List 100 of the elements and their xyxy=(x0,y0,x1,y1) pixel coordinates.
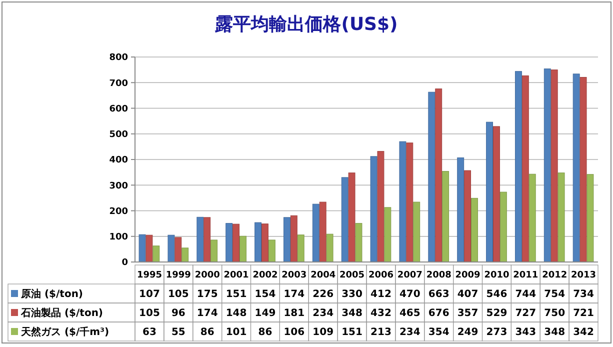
x-tick-label: 2002 xyxy=(252,270,278,281)
bar xyxy=(406,142,414,262)
data-label: 348 xyxy=(544,327,566,338)
x-tick-label: 2011 xyxy=(513,270,538,281)
bar xyxy=(341,177,348,262)
data-label: 249 xyxy=(457,327,478,338)
y-tick-label: 600 xyxy=(109,104,128,114)
bar xyxy=(232,224,240,262)
data-label: 109 xyxy=(312,327,334,338)
bar xyxy=(580,76,587,262)
data-label: 234 xyxy=(399,327,420,338)
bar xyxy=(297,234,304,262)
bar xyxy=(370,156,378,262)
data-label: 154 xyxy=(254,289,276,300)
data-label: 106 xyxy=(284,327,305,338)
bar xyxy=(572,74,580,262)
bar xyxy=(168,234,175,262)
data-label: 676 xyxy=(428,308,450,319)
data-label: 432 xyxy=(370,308,392,319)
x-tick-label: 2007 xyxy=(397,270,422,281)
data-label: 529 xyxy=(486,308,508,319)
bar xyxy=(486,122,493,262)
bar xyxy=(348,172,356,262)
bar xyxy=(413,202,420,262)
data-label: 174 xyxy=(196,308,218,319)
bar xyxy=(522,75,529,262)
bar xyxy=(226,223,233,262)
x-tick-label: 2001 xyxy=(224,270,249,281)
data-label: 412 xyxy=(370,289,392,300)
data-label: 343 xyxy=(515,327,536,338)
bar xyxy=(355,223,362,262)
bar xyxy=(146,234,153,262)
data-label: 105 xyxy=(168,289,189,300)
bar xyxy=(283,217,290,262)
bar xyxy=(138,234,146,262)
bar xyxy=(586,174,594,262)
data-label: 86 xyxy=(258,327,272,338)
data-label: 181 xyxy=(284,308,305,319)
y-tick-label: 100 xyxy=(109,232,128,243)
data-label: 721 xyxy=(573,308,594,319)
x-tick-label: 1995 xyxy=(136,270,162,281)
data-label: 55 xyxy=(171,327,186,338)
bar xyxy=(210,240,218,262)
data-label: 151 xyxy=(226,289,247,300)
bar xyxy=(377,151,384,262)
data-label: 342 xyxy=(573,327,594,338)
y-tick-label: 700 xyxy=(109,78,128,89)
data-label: 546 xyxy=(486,289,508,300)
data-label: 348 xyxy=(342,308,363,319)
data-label: 407 xyxy=(457,289,478,300)
data-label: 151 xyxy=(342,327,363,338)
data-label: 663 xyxy=(428,289,450,300)
bar xyxy=(464,170,472,262)
bar xyxy=(319,202,326,262)
data-label: 101 xyxy=(226,327,247,338)
chart-title: 露平均輸出価格(US$) xyxy=(214,14,398,35)
data-label: 174 xyxy=(284,289,305,300)
x-tick-label: 2006 xyxy=(368,270,394,281)
data-label: 354 xyxy=(428,327,450,338)
x-tick-label: 2009 xyxy=(455,270,480,281)
bar xyxy=(428,92,436,262)
data-label: 754 xyxy=(544,289,566,300)
bar xyxy=(261,224,268,262)
data-label: 465 xyxy=(399,308,420,319)
bar xyxy=(558,172,565,262)
data-label: 213 xyxy=(370,327,392,338)
x-tick-label: 2013 xyxy=(571,270,596,281)
bar xyxy=(492,126,500,262)
data-label: 470 xyxy=(399,289,420,300)
bar xyxy=(326,234,334,262)
bar xyxy=(399,141,406,262)
bar xyxy=(182,248,189,262)
data-label: 734 xyxy=(573,289,594,300)
bar xyxy=(240,236,246,262)
bar xyxy=(196,216,204,262)
y-tick-label: 500 xyxy=(109,130,128,140)
legend-label: 石油製品 ($/ton) xyxy=(20,307,104,319)
x-tick-label: 2010 xyxy=(484,270,510,281)
bar xyxy=(457,157,464,262)
data-label: 357 xyxy=(457,308,478,319)
x-tick-label: 2008 xyxy=(426,270,452,281)
data-label: 744 xyxy=(515,289,536,300)
y-tick-label: 200 xyxy=(109,206,128,217)
bar xyxy=(435,88,442,262)
bar xyxy=(268,240,276,262)
data-label: 273 xyxy=(486,327,508,338)
x-tick-label: 2005 xyxy=(340,270,365,281)
bar xyxy=(384,207,392,262)
y-tick-label: 800 xyxy=(109,53,128,64)
x-tick-label: 2004 xyxy=(310,270,336,281)
bar xyxy=(500,192,507,262)
x-tick-label: 2012 xyxy=(542,270,568,281)
bar xyxy=(471,198,478,262)
bar xyxy=(204,217,211,262)
y-tick-label: 0 xyxy=(122,258,128,268)
bar xyxy=(442,171,450,262)
data-label: 148 xyxy=(226,308,247,319)
bar xyxy=(312,204,320,262)
bar xyxy=(528,174,536,262)
data-label: 175 xyxy=(196,289,218,300)
